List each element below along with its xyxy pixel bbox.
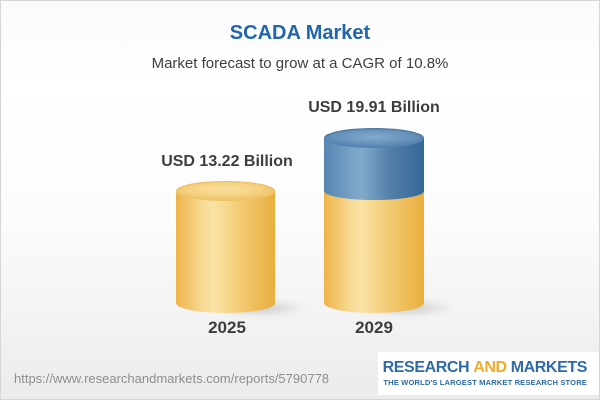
chart-subtitle: Market forecast to grow at a CAGR of 10.…: [151, 55, 449, 72]
research-and-markets-logo: RESEARCH AND MARKETS THE WORLD'S LARGEST M…: [378, 352, 599, 395]
bar-2029-category-label: 2029: [355, 318, 393, 337]
logo-wordmark: RESEARCH AND MARKETS: [378, 359, 599, 377]
bar-2029-value-label: USD 19.91 Billion: [308, 99, 440, 116]
logo-word-and: AND: [473, 359, 507, 376]
bar-2025-cylinder: [176, 191, 275, 313]
bar-2025-category-label: 2025: [208, 318, 246, 337]
logo-word-markets: MARKETS: [510, 359, 588, 376]
bar-2029-cylinder-gold-segment: [324, 190, 424, 313]
report-url: https://www.researchandmarkets.com/repor…: [14, 371, 330, 386]
bar-2025-value-label: USD 13.22 Billion: [161, 153, 293, 170]
logo-tagline: THE WORLD'S LARGEST MARKET RESEARCH STOR…: [383, 378, 587, 387]
bar-2025-cylinder-top: [176, 181, 275, 201]
chart-title: SCADA Market: [229, 22, 371, 44]
bar-2029-cylinder-blue-segment: [324, 138, 424, 200]
logo-word-research: RESEARCH: [382, 359, 470, 376]
bar-2029-cylinder-top: [324, 128, 424, 148]
